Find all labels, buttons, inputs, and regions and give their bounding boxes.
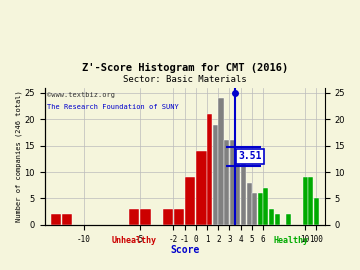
- Text: Unhealthy: Unhealthy: [112, 236, 157, 245]
- Bar: [163, 209, 173, 225]
- Bar: [269, 209, 274, 225]
- Text: Sector: Basic Materials: Sector: Basic Materials: [123, 75, 247, 84]
- Bar: [258, 193, 263, 225]
- Bar: [241, 161, 246, 225]
- Bar: [264, 188, 269, 225]
- Bar: [314, 198, 319, 225]
- Bar: [308, 177, 313, 225]
- Y-axis label: Number of companies (246 total): Number of companies (246 total): [15, 90, 22, 222]
- Bar: [286, 214, 291, 225]
- Bar: [129, 209, 139, 225]
- Bar: [207, 114, 212, 225]
- Bar: [140, 209, 150, 225]
- Bar: [50, 214, 61, 225]
- Bar: [213, 124, 218, 225]
- Bar: [62, 214, 72, 225]
- Bar: [302, 177, 308, 225]
- Bar: [224, 140, 229, 225]
- Text: The Research Foundation of SUNY: The Research Foundation of SUNY: [47, 104, 179, 110]
- Bar: [275, 214, 280, 225]
- Bar: [230, 140, 235, 225]
- Text: 3.51: 3.51: [238, 151, 261, 161]
- Bar: [185, 177, 195, 225]
- Text: Healthy: Healthy: [274, 236, 309, 245]
- Text: Z'-Score Histogram for CMT (2016): Z'-Score Histogram for CMT (2016): [81, 63, 288, 73]
- Bar: [219, 98, 224, 225]
- Text: ©www.textbiz.org: ©www.textbiz.org: [47, 92, 115, 98]
- Bar: [247, 183, 252, 225]
- Bar: [196, 151, 207, 225]
- Bar: [252, 193, 257, 225]
- Bar: [174, 209, 184, 225]
- Bar: [235, 161, 240, 225]
- X-axis label: Score: Score: [170, 245, 199, 255]
